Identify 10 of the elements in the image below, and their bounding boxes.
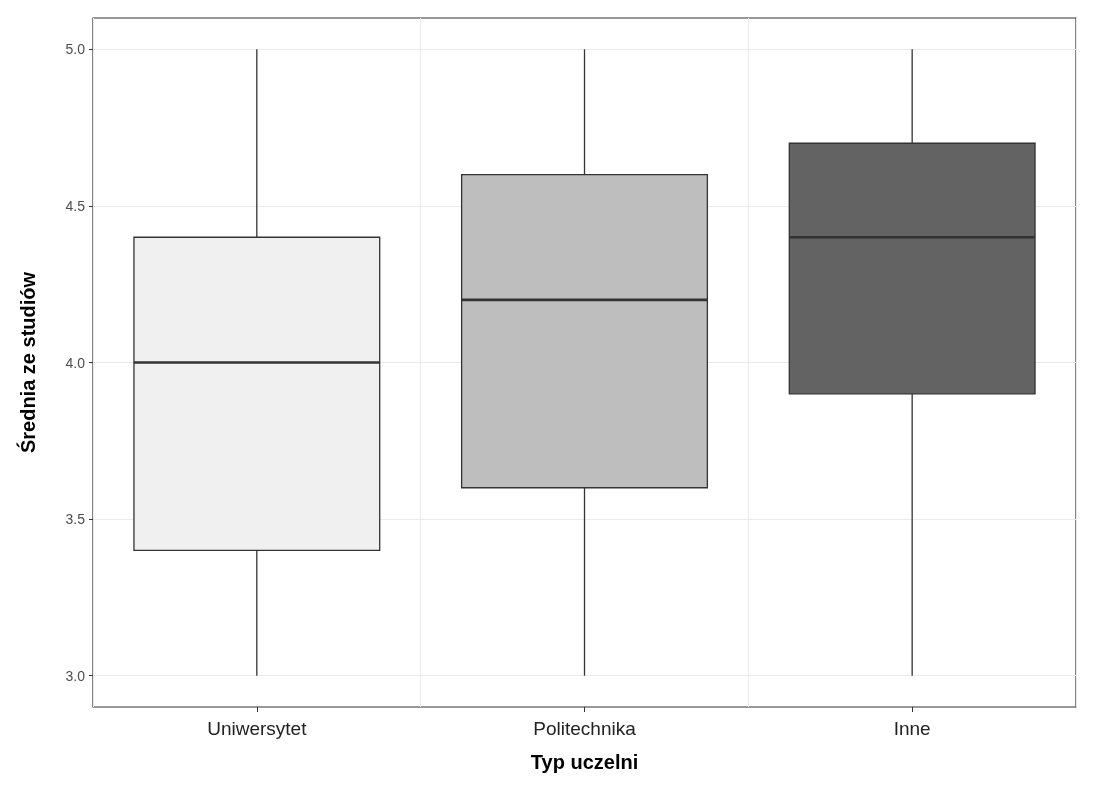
x-axis-title: Typ uczelni	[530, 751, 639, 773]
y-tick-label: 4.0	[65, 354, 86, 371]
y-tick-label: 3.0	[65, 667, 86, 684]
y-axis-title: Średnia ze studiów	[16, 271, 39, 454]
x-tick-label: Uniwersytet	[207, 718, 308, 739]
x-tick-label: Inne	[893, 718, 931, 739]
y-tick-label: 4.5	[65, 197, 86, 214]
x-tick-label: Politechnika	[533, 718, 637, 739]
y-tick-label: 3.5	[65, 511, 86, 528]
y-tick-label: 5.0	[65, 41, 86, 58]
